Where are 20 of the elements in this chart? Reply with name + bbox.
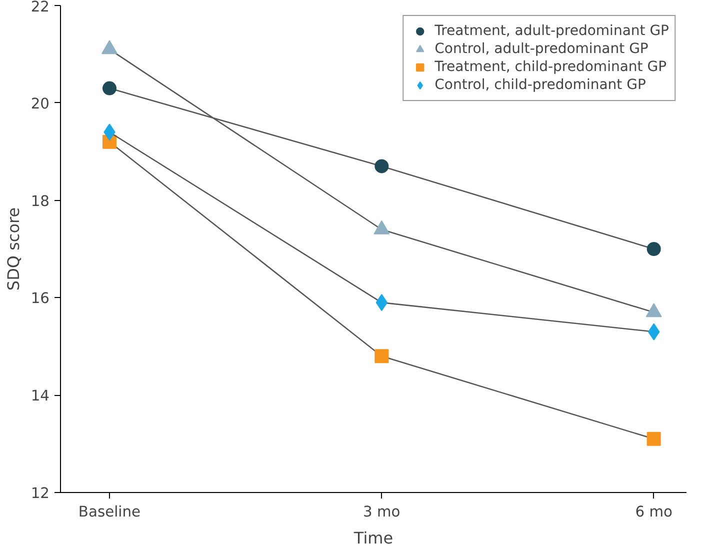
legend-label: Treatment, adult-predominant GP (434, 22, 669, 40)
point (646, 242, 661, 256)
y-tick-label: 20 (30, 95, 50, 112)
legend-label: Control, child-predominant GP (434, 76, 646, 94)
y-tick-label: 16 (30, 290, 50, 308)
x-tick-label: Baseline (78, 504, 141, 520)
legend-label: Control, adult-predominant GP (434, 40, 648, 58)
x-axis-title: Time (352, 528, 394, 548)
y-tick-label: 14 (30, 388, 50, 405)
y-axis-title: SDQ score (4, 207, 23, 291)
x-tick-label: 3 mo (363, 504, 400, 520)
point (374, 159, 389, 174)
y-tick-label: 18 (30, 192, 50, 210)
point (102, 81, 116, 96)
x-tick-label: 6 mo (635, 504, 672, 520)
point (374, 349, 389, 364)
y-tick-label: 12 (30, 485, 50, 502)
y-tick-label: 22 (30, 0, 50, 16)
legend-label: Treatment, child-predominant GP (434, 58, 667, 76)
point (646, 432, 661, 446)
